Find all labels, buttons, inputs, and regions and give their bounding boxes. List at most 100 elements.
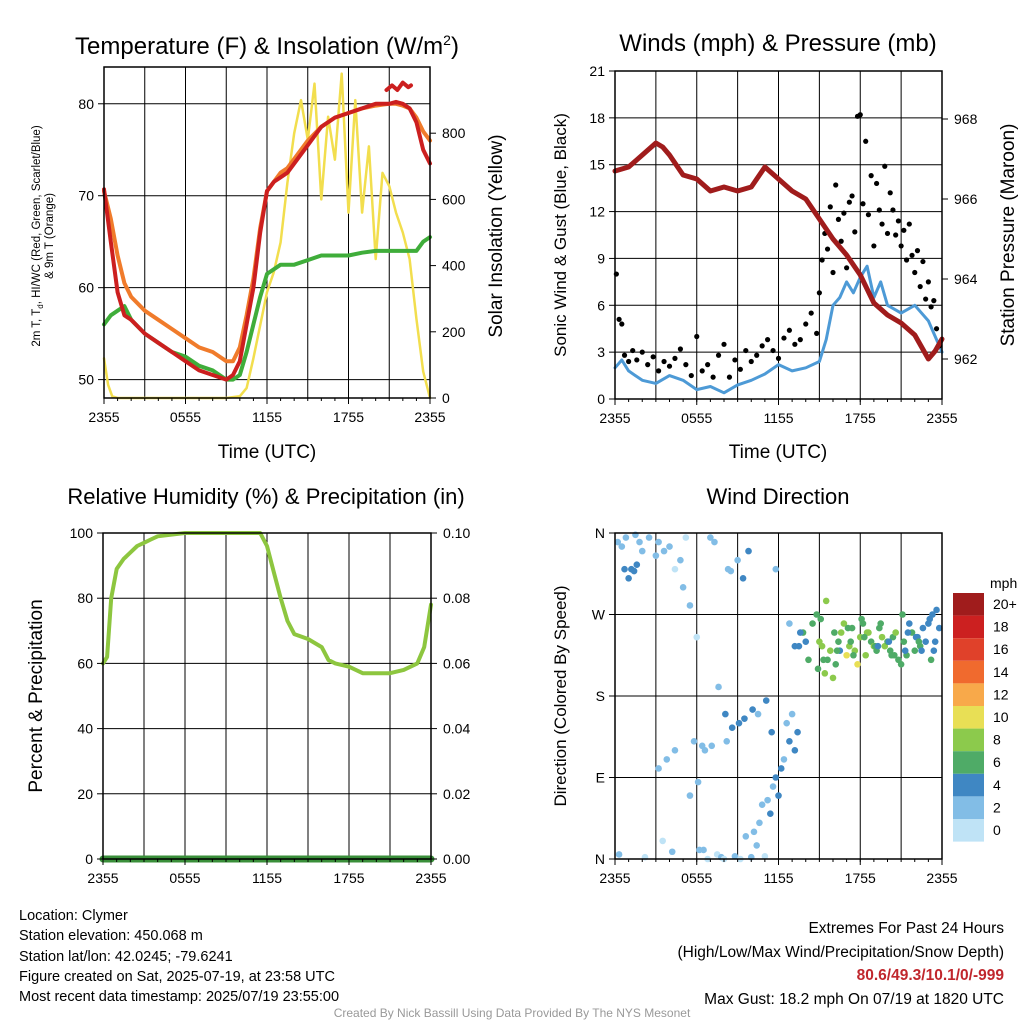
credit-line: Created By Nick Bassill Using Data Provi… bbox=[333, 1006, 691, 1020]
x-tick-label: 2355 bbox=[415, 870, 446, 886]
direction-point bbox=[813, 611, 820, 618]
y-tick-label: 6 bbox=[597, 297, 605, 313]
legend-title: mph bbox=[990, 575, 1017, 591]
direction-point bbox=[698, 742, 706, 750]
direction-point bbox=[722, 710, 729, 718]
extremes-summary: Extremes For Past 24 Hours (High/Low/Max… bbox=[678, 917, 1005, 1011]
direction-point bbox=[753, 842, 760, 849]
legend-label: 6 bbox=[993, 754, 1001, 770]
y-right-tick-label: 0.06 bbox=[443, 655, 470, 671]
gust-point bbox=[887, 190, 893, 196]
direction-point bbox=[933, 606, 940, 614]
direction-point bbox=[659, 837, 666, 845]
direction-point bbox=[783, 719, 790, 727]
y-right-tick-label: 400 bbox=[442, 258, 466, 274]
y-tick-label: 9 bbox=[597, 250, 605, 266]
gust-point bbox=[868, 173, 874, 179]
x-tick-label: 2355 bbox=[599, 870, 630, 886]
x-tick-label: 2355 bbox=[88, 409, 119, 425]
legend-label: 12 bbox=[993, 686, 1009, 702]
direction-point bbox=[900, 638, 908, 645]
gust-point bbox=[759, 343, 765, 349]
legend-swatch bbox=[953, 796, 984, 819]
direction-point bbox=[919, 624, 927, 632]
y-tick-label: 60 bbox=[78, 280, 94, 296]
gust-point bbox=[879, 221, 885, 227]
y-right-tick-label: 0.00 bbox=[443, 851, 470, 867]
gust-point bbox=[786, 327, 793, 333]
extremes-title: Extremes For Past 24 Hours bbox=[808, 920, 1004, 937]
legend-label: 14 bbox=[993, 664, 1009, 680]
legend-swatch bbox=[953, 638, 984, 661]
gust-point bbox=[898, 243, 904, 249]
direction-point bbox=[707, 534, 714, 541]
y-tick-label: 60 bbox=[77, 655, 93, 671]
direction-point bbox=[668, 848, 676, 856]
direction-point bbox=[817, 615, 825, 623]
legend-label: 2 bbox=[993, 799, 1001, 815]
gust-point bbox=[844, 265, 850, 271]
direction-point bbox=[888, 651, 895, 659]
y-tick-label: 80 bbox=[78, 96, 94, 112]
gust-point bbox=[816, 290, 822, 296]
direction-point bbox=[831, 629, 838, 636]
legend-swatch bbox=[953, 683, 984, 706]
y-right-tick-label: 968 bbox=[954, 111, 978, 127]
direction-point bbox=[862, 651, 869, 659]
direction-point bbox=[930, 647, 938, 655]
legend-swatch bbox=[953, 773, 984, 797]
direction-point bbox=[622, 534, 630, 541]
direction-point bbox=[660, 547, 668, 555]
gust-point bbox=[933, 326, 940, 332]
gust-point bbox=[710, 374, 716, 380]
legend-swatch bbox=[953, 593, 984, 616]
gust-point bbox=[792, 341, 798, 347]
legend-swatch bbox=[953, 706, 984, 729]
temperature-panel: Temperature (F) & Insolation (W/m2) 2355… bbox=[31, 32, 507, 463]
gust-point bbox=[838, 238, 844, 244]
direction-point bbox=[922, 638, 929, 645]
direction-point bbox=[809, 620, 816, 627]
direction-point bbox=[772, 565, 780, 573]
direction-point bbox=[835, 638, 842, 645]
direction-point bbox=[754, 710, 762, 718]
wind-direction-panel: Wind Direction 2355 0555 1155 1755 2355 N E S W… bbox=[551, 484, 1017, 886]
gust-point bbox=[626, 358, 632, 365]
direction-point bbox=[786, 737, 793, 745]
y-right-tick-label: 800 bbox=[442, 125, 466, 141]
gust-point bbox=[677, 346, 684, 352]
gust-point bbox=[923, 296, 929, 302]
gust-point bbox=[634, 357, 640, 363]
direction-point bbox=[822, 597, 830, 605]
direction-point bbox=[821, 670, 829, 677]
direction-point bbox=[897, 661, 905, 668]
direction-point bbox=[764, 796, 771, 804]
humidity-ylabel-left: Percent & Precipitation bbox=[26, 599, 47, 792]
x-tick-label: 1755 bbox=[845, 870, 876, 886]
x-tick-label: 0555 bbox=[681, 870, 712, 886]
direction-point bbox=[761, 852, 769, 860]
y-tick-label: 15 bbox=[589, 157, 605, 173]
direction-point bbox=[885, 638, 893, 645]
legend-label: 4 bbox=[993, 777, 1001, 793]
gust-point bbox=[906, 221, 912, 227]
gust-point bbox=[770, 347, 776, 354]
x-tick-label: 1155 bbox=[763, 410, 793, 426]
gust-point bbox=[775, 355, 782, 361]
station-elevation: Station elevation: 450.068 m bbox=[19, 928, 203, 945]
direction-point bbox=[775, 792, 782, 799]
figure-created: Figure created on Sat, 2025-07-19, at 23… bbox=[19, 968, 335, 985]
y-tick-label: 50 bbox=[78, 372, 94, 388]
direction-point bbox=[911, 647, 919, 655]
gust-point bbox=[925, 279, 931, 285]
y-right-tick-label: 0.04 bbox=[443, 721, 470, 737]
direction-point bbox=[826, 647, 834, 655]
gust-point bbox=[909, 252, 915, 258]
direction-point bbox=[791, 747, 799, 754]
legend-label: 0 bbox=[993, 822, 1001, 838]
direction-point bbox=[686, 602, 694, 609]
direction-point bbox=[820, 656, 827, 664]
x-tick-label: 2355 bbox=[926, 870, 957, 886]
gust-point bbox=[705, 362, 711, 368]
gust-point bbox=[656, 368, 662, 374]
